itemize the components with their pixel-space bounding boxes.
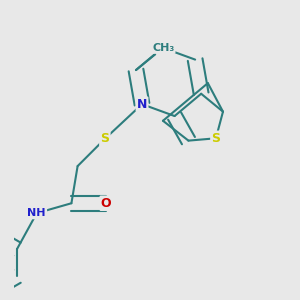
Text: S: S [100,132,109,146]
Text: S: S [212,132,220,145]
Text: N: N [137,98,147,111]
Text: CH₃: CH₃ [152,43,174,53]
Text: O: O [101,197,111,210]
Text: N: N [158,41,168,54]
Text: NH: NH [28,208,46,218]
